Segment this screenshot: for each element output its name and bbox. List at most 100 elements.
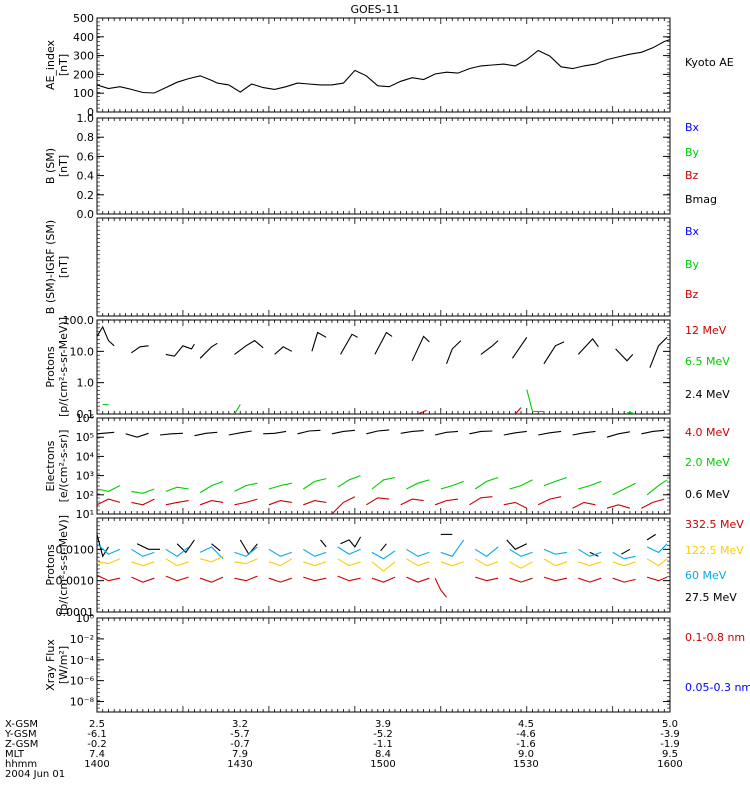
panel-frame (96, 617, 671, 713)
ephemeris-value-y: -5.2 (373, 729, 393, 740)
series-line (646, 543, 668, 554)
panel-frame (96, 17, 671, 113)
ephemeris-value-hhmm: 1600 (657, 759, 682, 770)
series-line (641, 498, 665, 509)
series-line (578, 561, 602, 567)
ephemeris-value-mlt: 9.5 (662, 749, 678, 760)
y-tick-label: 10⁴ (76, 450, 95, 463)
y-axis-label: Xray Flux (44, 639, 57, 691)
ephemeris-value-x: 3.2 (232, 719, 248, 730)
series-line (646, 576, 668, 582)
series-line (612, 482, 636, 496)
series-line (234, 558, 258, 565)
y-tick-label: 10⁻⁸ (70, 696, 95, 709)
series-line (577, 338, 599, 355)
y-axis-label: [nT] (57, 256, 70, 278)
series-line (400, 430, 424, 434)
series-line (337, 546, 361, 555)
series-line (371, 576, 396, 583)
y-tick-label: 1.0 (77, 377, 95, 390)
series-line (509, 561, 533, 569)
series-line (572, 501, 596, 509)
series-line (165, 486, 189, 492)
series-line (649, 336, 668, 368)
y-tick-label: 10.0 (70, 345, 95, 358)
ephemeris-value-z: -0.7 (230, 739, 250, 750)
series-line (434, 430, 459, 436)
legend-entry: 0.1-0.8 nm (685, 631, 745, 644)
y-axis-label: [p/(cm²-s-sr-MeV)] (57, 515, 70, 615)
series-line (131, 488, 155, 494)
legend-entry: 2.4 MeV (685, 388, 730, 401)
series-line (97, 498, 121, 506)
y-tick-label: 10⁵ (76, 431, 94, 444)
series-line (165, 558, 189, 567)
panel-3: B (SM)-IGRF (SM) [nT] Bx By Bz (44, 217, 700, 317)
ephemeris-value-mlt: 7.9 (232, 749, 248, 760)
series-line (199, 555, 224, 563)
legend-entry: 122.5 MeV (685, 544, 744, 557)
series-line (538, 430, 562, 436)
series-line (440, 561, 464, 567)
series-line (97, 558, 121, 565)
series-line (268, 482, 292, 490)
series-line (234, 482, 258, 492)
series-line (125, 432, 149, 438)
y-tick-label: 0.0001 (56, 606, 95, 619)
legend-entry: Bz (685, 169, 699, 182)
series-line (543, 576, 568, 582)
series-line (474, 558, 499, 567)
y-axis-label: Electrons (44, 440, 57, 491)
y-tick-label: 0 (87, 106, 94, 119)
series-line (268, 500, 292, 506)
y-tick-label: 10⁰ (76, 612, 95, 625)
series-line (303, 576, 327, 582)
y-axis-label: [W/m²] (57, 646, 70, 684)
series-line (474, 546, 499, 557)
ephemeris-label-z-gsm: Z-GSM (5, 739, 38, 750)
series-line (612, 561, 636, 567)
y-tick-label: 0.4 (77, 170, 95, 183)
series-line (445, 340, 462, 364)
ephemeris-value-x: 4.5 (518, 719, 534, 730)
legend-entry: 2.0 MeV (685, 456, 730, 469)
series-line (646, 533, 656, 541)
series-line (646, 558, 668, 567)
y-axis-label: [nT] (57, 155, 70, 177)
legend-entry: 60 MeV (685, 569, 727, 582)
legend-entry: 4.0 MeV (685, 426, 730, 439)
series-line (234, 546, 258, 557)
ephemeris-value-mlt: 8.4 (375, 749, 391, 760)
series-line (514, 407, 522, 414)
ephemeris-value-hhmm: 1500 (370, 759, 395, 770)
series-line (239, 539, 258, 556)
series-line (406, 576, 430, 583)
panel-1: 0 100 200 300 400 500 AE_index [nT] Kyoto AE (44, 12, 734, 119)
ephemeris-label-x-gsm: X-GSM (5, 719, 38, 730)
y-axis-label: AE_index (44, 39, 57, 90)
ephemeris-table: X-GSM Y-GSM Z-GSM MLT hhmm 2004 Jun 01 2… (4, 719, 683, 780)
series-line (97, 39, 670, 94)
series-line (311, 331, 327, 352)
series-line (506, 539, 528, 550)
y-axis-label: Protons (44, 544, 57, 585)
series-line (612, 577, 636, 583)
series-line (340, 333, 358, 355)
series-line (165, 546, 190, 557)
series-line (303, 561, 327, 567)
legend-entry: 27.5 MeV (685, 591, 737, 604)
y-axis-label: [e/(cm²-s-sr)] (57, 430, 70, 503)
series-line (302, 478, 327, 490)
ephemeris-value-z: -0.2 (87, 739, 107, 750)
ephemeris-value-mlt: 9.0 (518, 749, 534, 760)
ephemeris-value-z: -1.1 (373, 739, 393, 750)
series-line (503, 430, 527, 436)
series-line (228, 430, 252, 436)
series-line (509, 548, 533, 557)
series-line (509, 577, 533, 583)
ephemeris-value-y: -5.7 (230, 729, 250, 740)
series-line (366, 497, 390, 506)
series-line (340, 536, 362, 548)
series-line (234, 339, 264, 355)
